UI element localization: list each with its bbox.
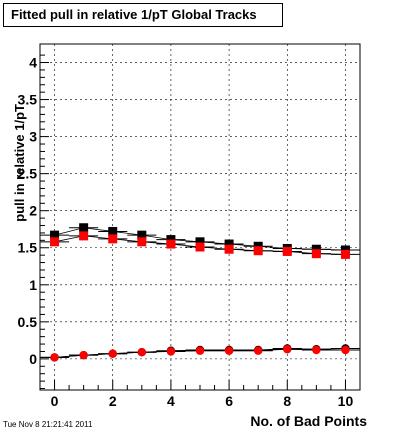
series-3-point xyxy=(195,346,205,355)
y-tick-label: 3 xyxy=(29,129,37,145)
series-3-point xyxy=(224,346,234,355)
series-3-point xyxy=(108,349,117,358)
series-1-point xyxy=(224,244,234,254)
series-0-point xyxy=(108,226,118,236)
y-tick-label: 1 xyxy=(29,277,37,293)
y-tick-label: 0 xyxy=(29,351,37,367)
x-tick-label: 2 xyxy=(109,393,117,409)
series-0-point xyxy=(195,237,205,247)
y-tick-label: 0.5 xyxy=(18,314,38,330)
series-3-point xyxy=(341,345,350,355)
series-0-point xyxy=(50,230,60,240)
chart-title: Fitted pull in relative 1/pT Global Trac… xyxy=(3,3,283,27)
y-tick-label: 4 xyxy=(29,55,37,71)
y-tick-label: 2.5 xyxy=(18,166,38,182)
x-tick-label: 8 xyxy=(283,393,291,409)
x-tick-label: 4 xyxy=(167,393,175,409)
series-0-point xyxy=(224,239,234,249)
x-axis-label: No. of Bad Points xyxy=(250,413,367,429)
series-1-point xyxy=(79,231,89,241)
series-3-point xyxy=(137,348,147,357)
x-tick-label: 10 xyxy=(338,393,354,409)
series-1-point xyxy=(50,237,60,247)
series-1-point xyxy=(137,237,147,247)
series-1-point xyxy=(166,239,176,249)
series-3-point xyxy=(283,345,292,354)
timestamp: Tue Nov 8 21:21:41 2011 xyxy=(3,420,93,429)
y-tick-label: 1.5 xyxy=(18,240,38,256)
x-tick-label: 6 xyxy=(225,393,233,409)
series-1-point xyxy=(108,234,118,244)
series-1-point xyxy=(253,246,263,256)
series-3-point xyxy=(50,353,59,362)
series-0-point xyxy=(79,223,89,233)
y-tick-label: 2 xyxy=(29,203,37,219)
series-3-point xyxy=(79,350,88,360)
series-1-point xyxy=(311,249,321,259)
x-tick-label: 0 xyxy=(51,393,59,409)
series-3-point xyxy=(166,347,176,356)
series-3-point xyxy=(312,345,321,355)
plot-frame xyxy=(39,43,361,391)
y-tick-label: 3.5 xyxy=(18,92,38,108)
series-0-point xyxy=(137,230,147,240)
series-1-point xyxy=(340,249,350,259)
series-1-point xyxy=(282,246,292,256)
series-1-point xyxy=(195,242,205,252)
series-3-point xyxy=(253,346,263,355)
